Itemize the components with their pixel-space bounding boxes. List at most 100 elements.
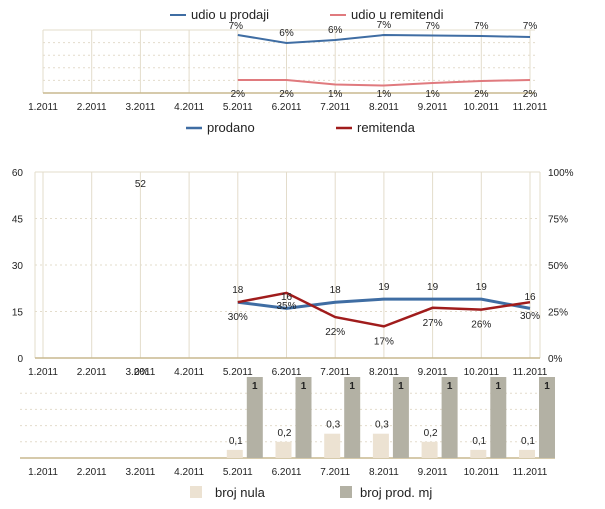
chart3-category-label: 8.2011 (369, 467, 399, 478)
chart2-datalabel-remitenda: 22% (325, 327, 345, 338)
chart3-datalabel-broj-prod: 1 (447, 381, 453, 392)
chart3-datalabel-broj-prod: 1 (301, 381, 307, 392)
chart1-category-label: 1.2011 (28, 102, 58, 113)
chart1-datalabel-remitendi: 2% (474, 89, 489, 100)
chart3-category-label: 5.2011 (223, 467, 253, 478)
chart2-category-label: 3.2011 (125, 367, 155, 378)
chart2-category-label: 9.2011 (418, 367, 448, 378)
chart2-datalabel-prodano: 18 (330, 285, 342, 296)
legend3-swatch-broj-nula (190, 486, 202, 498)
chart3-datalabel-broj-nula: 0,2 (278, 428, 292, 439)
chart2-datalabel-prodano: 16 (524, 292, 536, 303)
chart2-category-label: 4.2011 (174, 367, 204, 378)
chart2-category-label: 7.2011 (320, 367, 350, 378)
legend3-label-broj-nula: broj nula (215, 485, 266, 500)
chart3-bar-broj-prod (295, 377, 312, 458)
chart2-datalabel-prodano: 16 (281, 292, 293, 303)
chart1-category-label: 4.2011 (174, 102, 204, 113)
chart2-datalabel-prodano: 52 (135, 179, 147, 190)
chart3-datalabel-broj-prod: 1 (252, 381, 258, 392)
chart3-category-label: 9.2011 (418, 467, 448, 478)
chart1-datalabel-remitendi: 1% (328, 89, 343, 100)
chart2-datalabel-remitenda: 35% (276, 301, 296, 312)
chart3-bar-broj-nula (275, 441, 292, 458)
chart3-datalabel-broj-nula: 0,1 (472, 436, 486, 447)
chart1-category-label: 3.2011 (125, 102, 155, 113)
chart2-right-tick: 50% (548, 261, 568, 272)
chart1-datalabel-prodaji: 7% (229, 21, 244, 32)
chart2-right-tick: 75% (548, 215, 568, 226)
chart3-bar-broj-nula (421, 441, 438, 458)
chart2-datalabel-remitenda: 17% (374, 336, 394, 347)
chart2-right-tick: 100% (548, 168, 574, 179)
chart3-category-label: 7.2011 (320, 467, 350, 478)
chart1-series-prodaji (237, 33, 531, 45)
legend1-label-remitendi: udio u remitendi (351, 7, 444, 22)
chart1-datalabel-prodaji: 7% (523, 21, 538, 32)
chart2-left-tick: 30 (12, 261, 24, 272)
chart1-datalabel-remitendi: 2% (231, 89, 246, 100)
chart3-category-label: 4.2011 (174, 467, 204, 478)
chart3-bar-broj-prod (490, 377, 507, 458)
legend3-label-broj-prod: broj prod. mj (360, 485, 432, 500)
chart3-datalabel-broj-prod: 1 (349, 381, 355, 392)
chart3-datalabel-broj-nula: 0,3 (375, 420, 389, 431)
chart3-bar-broj-prod (441, 377, 458, 458)
chart1-category-label: 2.2011 (77, 102, 107, 113)
chart1-category-label: 10.2011 (464, 102, 500, 113)
chart3-datalabel-broj-prod: 1 (398, 381, 404, 392)
chart3-datalabel-broj-nula: 0,2 (424, 428, 438, 439)
chart2-left-tick: 45 (12, 215, 24, 226)
chart2-datalabel-remitenda: 30% (520, 311, 540, 322)
chart3-datalabel-broj-nula: 0,1 (521, 436, 535, 447)
chart2-category-label: 5.2011 (223, 367, 253, 378)
chart3-datalabel-broj-prod: 1 (496, 381, 502, 392)
chart1-datalabel-remitendi: 2% (523, 89, 538, 100)
chart3-bar-broj-prod (246, 377, 263, 458)
chart3-bar-broj-nula (372, 433, 389, 458)
legend1-label-prodaji: udio u prodaji (191, 7, 269, 22)
chart2-datalabel-prodano: 18 (232, 285, 244, 296)
chart2-category-label: 6.2011 (272, 367, 302, 378)
chart2-right-tick: 0% (548, 354, 563, 365)
chart3-bar-broj-prod (344, 377, 361, 458)
chart3-bar-broj-nula (470, 449, 487, 458)
chart2-category-label: 1.2011 (28, 367, 58, 378)
chart3-datalabel-broj-nula: 0,1 (229, 436, 243, 447)
chart2-right-tick: 25% (548, 308, 568, 319)
chart1-category-label: 11.2011 (513, 102, 548, 113)
chart3-bar-broj-nula (324, 433, 341, 458)
chart2-extra-label: 0% (134, 367, 149, 378)
chart1-category-label: 9.2011 (418, 102, 448, 113)
chart2-datalabel-remitenda: 26% (471, 320, 491, 331)
chart3-category-label: 1.2011 (28, 467, 58, 478)
legend2-label-remitenda: remitenda (357, 120, 416, 135)
chart2-category-label: 10.2011 (464, 367, 500, 378)
chart2-category-label: 11.2011 (513, 367, 548, 378)
chart3-bar-broj-nula (226, 449, 243, 458)
chart2-datalabel-prodano: 19 (476, 282, 488, 293)
chart2-datalabel-remitenda: 30% (228, 312, 248, 323)
chart3-category-label: 2.2011 (77, 467, 107, 478)
chart3-datalabel-broj-nula: 0,3 (326, 420, 340, 431)
chart1-datalabel-remitendi: 1% (377, 89, 392, 100)
legend2-label-prodano: prodano (207, 120, 255, 135)
chart1-category-label: 8.2011 (369, 102, 399, 113)
chart1-datalabel-prodaji: 7% (377, 20, 392, 31)
chart1-datalabel-prodaji: 6% (328, 25, 343, 36)
chart3-category-label: 3.2011 (125, 467, 155, 478)
chart2-series-remitenda (237, 291, 531, 328)
chart1-datalabel-prodaji: 7% (474, 21, 489, 32)
chart3-category-label: 11.2011 (513, 467, 548, 478)
chart2-left-tick: 15 (12, 308, 24, 319)
chart3-bar-broj-nula (519, 449, 535, 458)
chart3-category-label: 6.2011 (272, 467, 302, 478)
chart1-category-label: 5.2011 (223, 102, 253, 113)
chart1-series-remitendi (237, 79, 531, 87)
chart3-datalabel-broj-prod: 1 (544, 381, 550, 392)
chart2-series-prodano (237, 297, 531, 310)
legend3-swatch-broj-prod (340, 486, 352, 498)
chart2-left-tick: 60 (12, 168, 24, 179)
chart3-bar-broj-prod (539, 377, 555, 458)
